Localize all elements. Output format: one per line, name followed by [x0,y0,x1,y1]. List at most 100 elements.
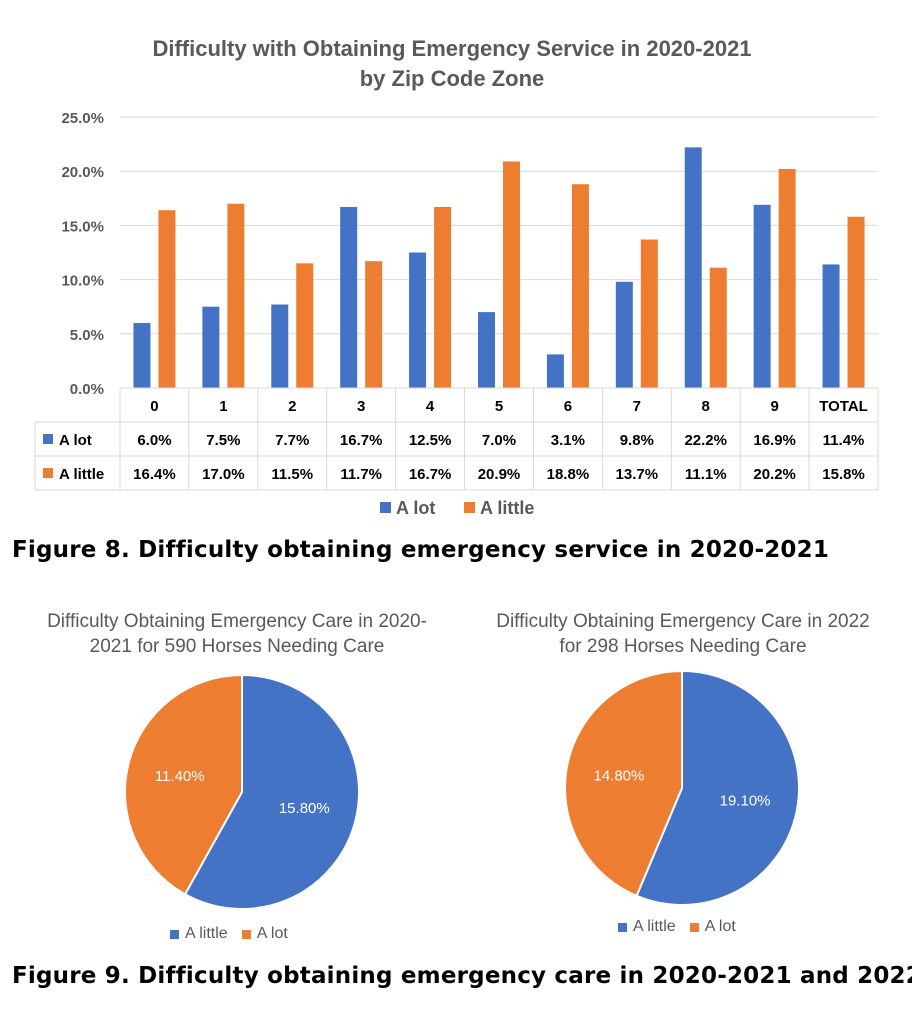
pie-label-a-little: 15.80% [279,800,330,817]
bar-a-little-total [847,216,865,388]
pie-2020-title-line-2: 2021 for 590 Horses Needing Care [89,636,385,657]
data-label: 7.0% [482,432,516,449]
legend-item-a-little: A little [170,925,228,943]
x-category-label: 4 [426,398,435,415]
pie-chart-2020-2021: 15.80% 11.40% [124,673,360,910]
bar-a-lot-3 [340,206,358,388]
bar-a-little-1 [227,203,245,388]
bar-a-little-7 [640,239,658,388]
bar-chart: Difficulty with Obtaining Emergency Serv… [34,36,879,518]
bar-marks [133,147,865,388]
pie-2020-title-line-1: Difficulty Obtaining Emergency Care in 2… [47,611,427,632]
legend-label-a-lot: A lot [704,918,736,935]
x-category-label: 1 [219,398,227,415]
data-label: 16.9% [753,432,796,449]
legend-item-a-lot: A lot [689,918,736,936]
pie-2022-title-line-2: for 298 Horses Needing Care [559,636,807,657]
bar-a-lot-6 [546,354,564,388]
x-category-label: 0 [150,398,158,415]
legend-swatch-a-little [618,922,627,932]
bar-a-lot-2 [271,304,289,388]
data-label: 9.8% [620,432,654,449]
data-label: 16.4% [133,466,176,483]
data-label: 12.5% [409,432,452,449]
bar-a-little-0 [158,210,176,388]
bar-a-little-2 [296,263,314,388]
y-tick-label: 25.0% [61,110,104,127]
data-label: 7.7% [275,432,309,449]
legend-label-a-little: A little [480,498,534,518]
x-category-label: 6 [564,398,572,415]
table-swatch-a-little [43,468,53,478]
pie-chart-2022: 19.10% 14.80% [564,669,800,906]
legend-swatch-a-lot [241,929,251,939]
y-tick-label: 10.0% [61,273,104,290]
y-axis-ticks: 0.0% 5.0% 10.0% 15.0% 20.0% 25.0% [61,110,104,398]
bar-a-lot-1 [202,306,220,388]
pie-2022-title: Difficulty Obtaining Emergency Care in 2… [468,609,898,659]
pie-2020-title: Difficulty Obtaining Emergency Care in 2… [22,609,452,659]
x-category-label: 3 [357,398,365,415]
legend-label-a-lot: A lot [396,498,435,518]
data-label: 11.7% [340,466,382,483]
pie-2022-legend: A little A lot [618,918,750,936]
bar-a-lot-4 [409,252,427,388]
bar-chart-title: Difficulty with Obtaining Emergency Serv… [152,36,751,61]
pie-label-a-lot: 11.40% [155,768,205,785]
bar-a-lot-9 [753,204,771,388]
bar-a-little-9 [778,169,796,388]
y-tick-label: 5.0% [70,327,104,344]
legend-swatch-a-lot [689,922,699,932]
x-category-label: 9 [770,398,778,415]
data-label: 6.0% [137,432,171,449]
x-category-label: 5 [495,398,503,415]
y-tick-label: 20.0% [61,164,104,181]
legend-label-a-little: A little [185,925,228,942]
x-category-label: TOTAL [819,398,868,415]
table-series-name: A lot [59,432,92,449]
pie-2022-title-line-1: Difficulty Obtaining Emergency Care in 2… [496,611,870,632]
y-tick-label: 0.0% [70,381,104,398]
legend-swatch-a-lot [380,502,391,513]
pie-2020-legend: A little A lot [170,925,302,943]
pie-slice-a-lot [124,673,243,896]
figure-9-caption: Figure 9. Difficulty obtaining emergency… [12,963,912,989]
data-label: 7.5% [206,432,240,449]
data-table: 0 1 2 3 4 5 6 7 8 9 TOTAL A lot 6.0% 7.5% 7.7% 16.7% 12.… [34,387,879,491]
x-category-label: 7 [633,398,641,415]
legend-label-a-little: A little [633,918,676,935]
data-label: 22.2% [684,432,727,449]
y-tick-label: 15.0% [61,218,104,235]
pie-slice-a-little [635,669,800,906]
bar-a-lot-7 [615,281,633,388]
bar-a-little-8 [709,267,727,388]
legend-swatch-a-little [464,502,475,513]
x-category-label: 2 [288,398,296,415]
data-label: 17.0% [202,466,245,483]
pie-slice-a-little [183,673,360,910]
bar-a-lot-5 [478,312,495,388]
data-label: 18.8% [547,466,590,483]
data-label: 20.2% [753,466,796,483]
data-label: 20.9% [478,466,521,483]
data-label: 15.8% [822,466,865,483]
bar-a-little-6 [571,184,589,388]
bar-a-lot-0 [133,322,151,388]
data-label: 16.7% [409,466,452,483]
data-label: 11.1% [685,466,727,483]
pie-slice-a-lot [564,669,683,898]
table-series-name: A little [59,466,104,483]
pie-label-a-little: 19.10% [720,793,771,810]
data-label: 16.7% [340,432,383,449]
bar-legend: A lot A little [380,498,534,518]
data-label: 11.4% [823,432,865,449]
legend-item-a-little: A little [618,918,676,936]
table-swatch-a-lot [43,434,53,444]
bar-a-lot-8 [684,147,702,388]
bar-a-little-4 [434,206,452,388]
pie-label-a-lot: 14.80% [593,767,644,784]
bar-a-lot-total [822,264,840,388]
data-label: 11.5% [271,466,313,483]
bar-a-little-5 [503,161,520,388]
figure-8-caption: Figure 8. Difficulty obtaining emergency… [12,537,830,563]
